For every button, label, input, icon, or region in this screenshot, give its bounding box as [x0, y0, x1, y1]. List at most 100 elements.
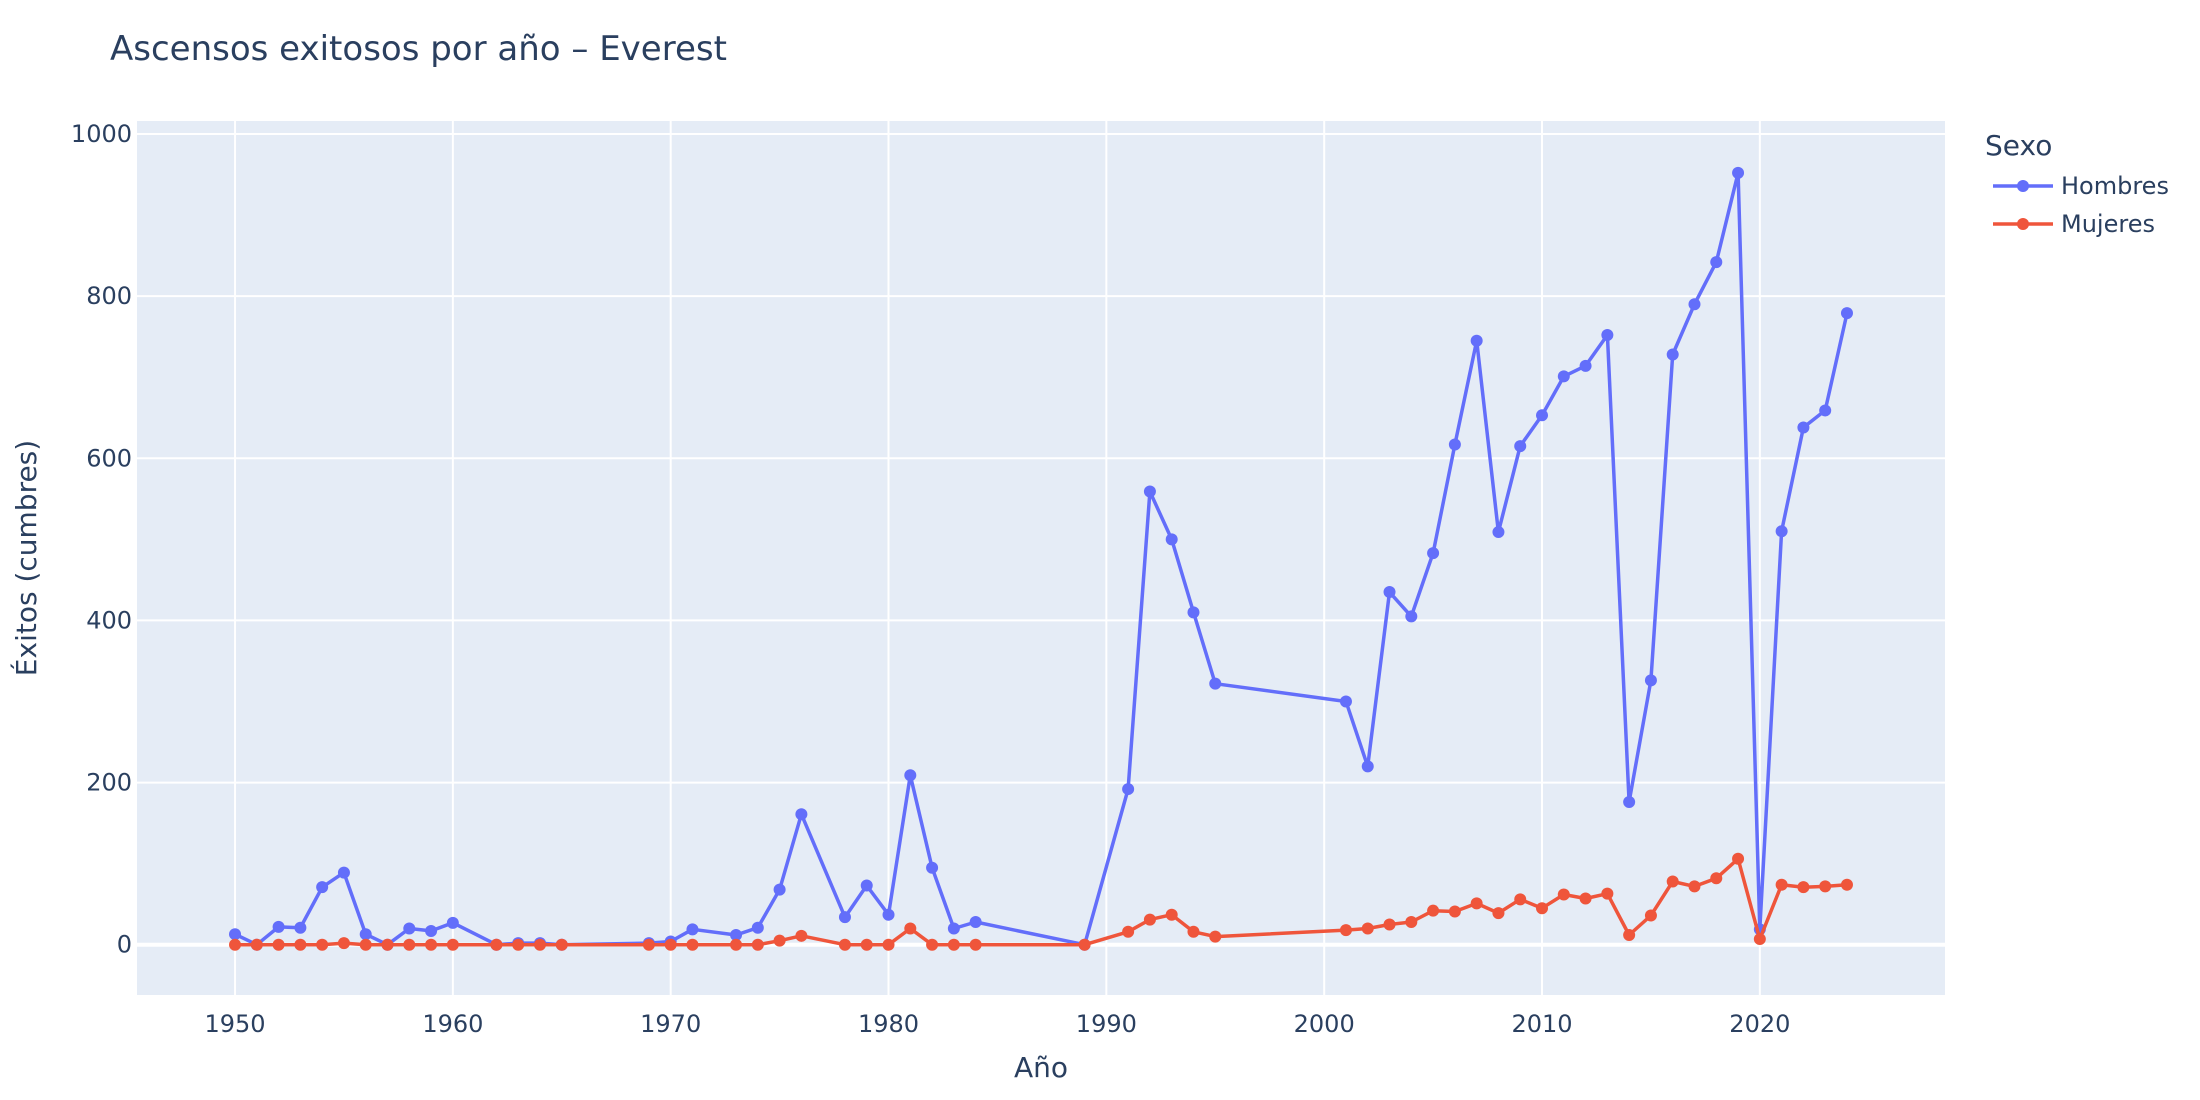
data-point [1470, 897, 1483, 910]
legend-swatch-marker [2017, 218, 2029, 230]
x-tick-label: 1980 [858, 1010, 919, 1038]
data-point [838, 911, 851, 924]
data-point [1492, 907, 1505, 920]
data-point [1666, 875, 1679, 888]
legend-label: Hombres [2061, 172, 2169, 200]
data-point [359, 928, 372, 941]
data-point [642, 938, 655, 951]
series-mujeres [229, 852, 1853, 951]
data-point [1536, 409, 1549, 422]
data-point [1187, 606, 1200, 619]
data-point [1819, 404, 1832, 417]
data-point [1339, 695, 1352, 708]
data-point [1448, 905, 1461, 918]
legend-item-hombres[interactable]: Hombres [1993, 172, 2169, 200]
x-tick-label: 1960 [422, 1010, 483, 1038]
data-point [1601, 887, 1614, 900]
data-point [730, 929, 743, 942]
data-point [1819, 880, 1832, 893]
data-point [1187, 925, 1200, 938]
data-point [1339, 924, 1352, 937]
data-point [446, 938, 459, 951]
x-tick-label: 1970 [640, 1010, 701, 1038]
data-point [250, 938, 263, 951]
data-point [730, 938, 743, 951]
data-point [1209, 930, 1222, 943]
data-point [425, 938, 438, 951]
data-point [686, 938, 699, 951]
data-point [1122, 783, 1135, 796]
data-point [425, 924, 438, 937]
data-point [1797, 421, 1810, 434]
legend: Sexo Hombres Mujeres [1985, 129, 2169, 238]
data-point [1492, 526, 1505, 539]
data-point [1623, 929, 1636, 942]
data-point [1710, 256, 1723, 269]
x-tick-label: 2000 [1294, 1010, 1355, 1038]
data-point [1775, 525, 1788, 538]
data-point [947, 922, 960, 935]
legend-title: Sexo [1985, 129, 2052, 162]
data-point [1361, 760, 1374, 773]
data-point [337, 937, 350, 950]
data-point [664, 938, 677, 951]
data-point [1165, 908, 1178, 921]
data-point [294, 938, 307, 951]
data-point [1775, 878, 1788, 891]
data-point [1078, 938, 1091, 951]
data-point [1143, 913, 1156, 926]
data-point [969, 916, 982, 929]
data-point [1165, 533, 1178, 546]
x-tick-label: 1950 [204, 1010, 265, 1038]
data-point [337, 866, 350, 879]
legend-swatch-marker [2017, 180, 2029, 192]
x-tick-label: 2020 [1729, 1010, 1790, 1038]
series-layer [229, 166, 1853, 951]
legend-item-mujeres[interactable]: Mujeres [1993, 210, 2155, 238]
data-point [1427, 904, 1440, 917]
data-point [1143, 485, 1156, 498]
data-point [1688, 298, 1701, 311]
data-point [446, 916, 459, 929]
data-point [1514, 440, 1527, 453]
data-point [1557, 370, 1570, 383]
data-point [1644, 674, 1657, 687]
data-point [1122, 925, 1135, 938]
legend-label: Mujeres [2061, 210, 2155, 238]
data-point [969, 938, 982, 951]
data-point [1644, 909, 1657, 922]
chart-title: Ascensos exitosos por año – Everest [110, 29, 727, 69]
y-axis-title: Éxitos (cumbres) [9, 440, 43, 676]
data-point [882, 908, 895, 921]
data-point [381, 938, 394, 951]
data-point [1383, 586, 1396, 599]
data-point [272, 938, 285, 951]
data-point [555, 938, 568, 951]
data-point [1209, 677, 1222, 690]
data-point [1601, 329, 1614, 342]
data-point [860, 879, 873, 892]
x-axis-ticks: 1950 1960 1970 1980 1990 2000 2010 2020 [204, 1010, 1790, 1038]
data-point [1840, 878, 1853, 891]
y-tick-label: 200 [86, 769, 132, 797]
data-point [795, 808, 808, 821]
data-point [403, 922, 416, 935]
y-tick-label: 600 [86, 444, 132, 472]
data-point [1797, 881, 1810, 894]
data-point [1514, 893, 1527, 906]
data-point [1579, 892, 1592, 905]
data-point [316, 881, 329, 894]
data-point [1448, 438, 1461, 451]
data-point [359, 938, 372, 951]
data-point [1383, 918, 1396, 931]
y-tick-label: 1000 [71, 120, 132, 148]
data-point [773, 934, 786, 947]
x-tick-label: 1990 [1076, 1010, 1137, 1038]
x-axis-title: Año [1014, 1051, 1068, 1084]
data-point [1732, 166, 1745, 179]
data-point [1666, 348, 1679, 361]
data-point [751, 921, 764, 934]
data-point [795, 929, 808, 942]
data-point [838, 938, 851, 951]
